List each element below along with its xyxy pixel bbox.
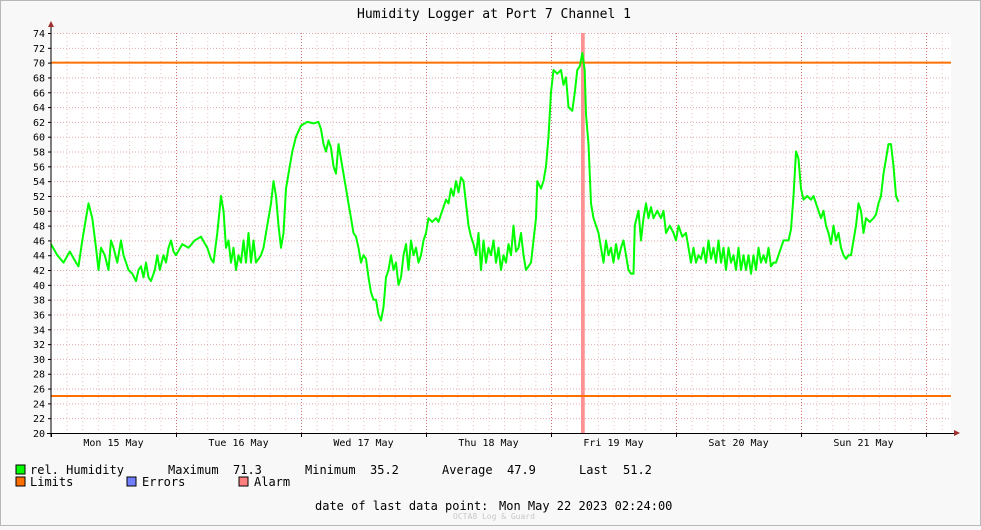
legend-swatch-errors xyxy=(126,476,137,487)
y-tick-label: 32 xyxy=(33,340,45,351)
x-tick-label: Wed 17 May xyxy=(333,438,393,449)
y-tick-label: 56 xyxy=(33,162,45,173)
y-tick-label: 24 xyxy=(33,399,45,410)
y-tick-label: 64 xyxy=(33,103,45,114)
x-tick-label: Thu 18 May xyxy=(458,438,518,449)
stat-last-label: Last xyxy=(579,463,608,477)
y-tick-label: 46 xyxy=(33,236,45,247)
y-tick-label: 62 xyxy=(33,118,45,129)
legend-label-alarm: Alarm xyxy=(254,475,290,489)
y-tick-label: 66 xyxy=(33,88,45,99)
axes xyxy=(47,21,960,437)
last-data-point-value: Mon May 22 2023 02:24:00 xyxy=(499,499,672,513)
y-tick-label: 30 xyxy=(33,355,45,366)
y-tick-label: 74 xyxy=(33,29,45,40)
x-tick-label: Sat 20 May xyxy=(708,438,768,449)
limit-lines xyxy=(51,61,951,397)
y-tick-label: 28 xyxy=(33,370,45,381)
y-tick-label: 22 xyxy=(33,414,45,425)
legend-swatch-humidity xyxy=(15,464,26,475)
x-axis-arrow xyxy=(954,430,960,436)
stat-avg-label: Average xyxy=(442,463,493,477)
alarm-rect xyxy=(581,33,585,433)
y-tick-label: 72 xyxy=(33,44,45,55)
stat-min-value: 35.2 xyxy=(370,463,399,477)
y-tick-label: 50 xyxy=(33,207,45,218)
y-tick-label: 40 xyxy=(33,281,45,292)
y-tick-label: 44 xyxy=(33,251,45,262)
chart-title: Humidity Logger at Port 7 Channel 1 xyxy=(357,7,631,22)
legend-label-humidity: rel. Humidity xyxy=(30,463,124,477)
y-tick-label: 48 xyxy=(33,222,45,233)
stat-avg-value: 47.9 xyxy=(507,463,536,477)
y-tick-label: 36 xyxy=(33,310,45,321)
x-tick-label: Fri 19 May xyxy=(583,438,643,449)
y-tick-label: 20 xyxy=(33,429,45,440)
x-tick-label: Sun 21 May xyxy=(833,438,893,449)
series-layer xyxy=(50,52,900,322)
legend-swatch-limits xyxy=(15,476,26,487)
y-tick-label: 52 xyxy=(33,192,45,203)
y-tick-label: 68 xyxy=(33,73,45,84)
x-tick-label: Tue 16 May xyxy=(208,438,268,449)
y-tick-label: 60 xyxy=(33,133,45,144)
y-tick-label: 54 xyxy=(33,177,45,188)
y-tick-label: 42 xyxy=(33,266,45,277)
legend-swatch-alarm xyxy=(238,476,249,487)
x-tick-labels: Mon 15 May Tue 16 May Wed 17 May Thu 18 May… xyxy=(83,438,893,449)
legend-label-limits: Limits xyxy=(30,475,73,489)
last-data-point-label: date of last data point: xyxy=(315,499,488,513)
x-tick-label: Mon 15 May xyxy=(83,438,143,449)
y-tick-label: 70 xyxy=(33,59,45,70)
y-tick-label: 38 xyxy=(33,296,45,307)
stat-max-value: 71.3 xyxy=(233,463,262,477)
stat-max-label: Maximum xyxy=(168,463,219,477)
y-axis-arrow xyxy=(48,21,54,27)
legend-label-errors: Errors xyxy=(142,475,185,489)
y-tick-labels: 20 22 24 26 28 30 32 34 36 38 40 42 44 46 48 50 52 54 56 58… xyxy=(33,29,45,440)
stat-last-value: 51.2 xyxy=(623,463,652,477)
alarm-band xyxy=(581,33,585,433)
y-tick-label: 26 xyxy=(33,385,45,396)
watermark: OCTA8 Log & Guard xyxy=(453,512,535,521)
series-line-humidity xyxy=(50,52,900,322)
y-tick-label: 58 xyxy=(33,148,45,159)
stat-min-label: Minimum xyxy=(305,463,356,477)
y-tick-label: 34 xyxy=(33,325,45,336)
